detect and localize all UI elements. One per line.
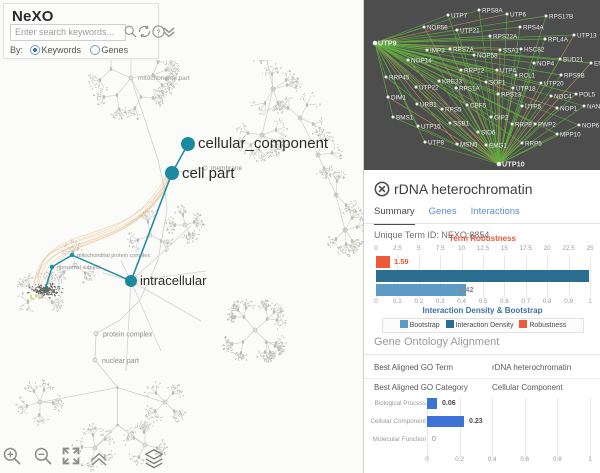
svg-text:ENP1: ENP1 [594,60,600,67]
svg-text:NAN1: NAN1 [587,103,600,110]
svg-text:IMP3: IMP3 [430,47,445,54]
svg-text:BMS1: BMS1 [396,114,414,121]
svg-text:NOP58: NOP58 [477,52,498,59]
svg-text:RPS13: RPS13 [501,91,521,98]
svg-text:RRP45: RRP45 [389,74,410,81]
svg-text:NOP4: NOP4 [537,60,555,67]
svg-text:RPS5: RPS5 [445,106,462,113]
svg-text:RPS9B: RPS9B [564,72,585,79]
svg-text:RPS8A: RPS8A [482,7,503,14]
svg-text:MPP10: MPP10 [560,131,581,138]
svg-text:RPL4A: RPL4A [548,36,569,43]
svg-text:URB1: URB1 [420,101,437,108]
svg-text:EMG1: EMG1 [489,142,507,149]
svg-text:SSB1: SSB1 [453,120,470,127]
svg-text:DIM1: DIM1 [391,94,407,101]
svg-text:mitochondrial protein complex: mitochondrial protein complex [77,253,150,259]
svg-text:NOP1: NOP1 [560,105,578,112]
svg-text:KRE33: KRE33 [442,78,462,85]
svg-text:RCL1: RCL1 [519,72,536,79]
svg-text:SOF1: SOF1 [489,79,506,86]
svg-text:MSN5: MSN5 [460,141,478,148]
svg-text:RRP12: RRP12 [464,67,485,74]
svg-text:UTP20: UTP20 [544,80,564,87]
svg-text:UTP22: UTP22 [419,84,439,91]
svg-text:UTP4: UTP4 [500,67,517,74]
svg-text:UTP5: UTP5 [525,103,542,110]
svg-text:SSA1: SSA1 [503,47,520,54]
svg-text:cellular_component: cellular_component [198,135,329,152]
svg-text:mitochondrial part: mitochondrial part [138,75,190,82]
svg-text:UTP9: UTP9 [378,38,397,47]
svg-text:UTP21: UTP21 [460,27,480,34]
svg-text:SIO6: SIO6 [481,129,496,136]
svg-text:RRP5: RRP5 [525,140,542,147]
svg-text:RPS1A: RPS1A [459,85,480,92]
svg-text:HSC82: HSC82 [524,46,545,53]
svg-text:POL5: POL5 [579,91,596,98]
svg-text:cell part: cell part [182,165,235,182]
svg-text:RPS22A: RPS22A [493,33,518,40]
svg-text:RPS7A: RPS7A [453,46,474,53]
svg-text:UTP10: UTP10 [502,159,525,168]
svg-text:NOC4: NOC4 [554,93,572,100]
svg-text:UTP6: UTP6 [510,11,527,18]
svg-text:GIP2: GIP2 [494,114,509,121]
svg-text:RPS4A: RPS4A [523,24,544,31]
svg-text:UTP13: UTP13 [577,32,597,39]
svg-text:UTP8: UTP8 [428,139,445,146]
svg-text:ribosomal subunit: ribosomal subunit [57,265,101,271]
svg-text:RPS17B: RPS17B [549,13,573,20]
svg-text:UTP15: UTP15 [421,123,441,130]
svg-text:UTP7: UTP7 [451,12,468,19]
svg-text:?: ? [157,29,161,36]
svg-text:RRP9: RRP9 [515,121,532,128]
svg-text:NOP6: NOP6 [582,122,600,129]
svg-text:NOP14: NOP14 [411,57,432,64]
svg-text:BUD21: BUD21 [563,56,584,63]
svg-text:NOP56: NOP56 [427,24,448,31]
svg-text:intracellular: intracellular [140,273,207,288]
svg-text:CBF5: CBF5 [470,102,487,109]
svg-text:nuclear part: nuclear part [102,358,139,365]
svg-text:PWP2: PWP2 [538,121,556,128]
